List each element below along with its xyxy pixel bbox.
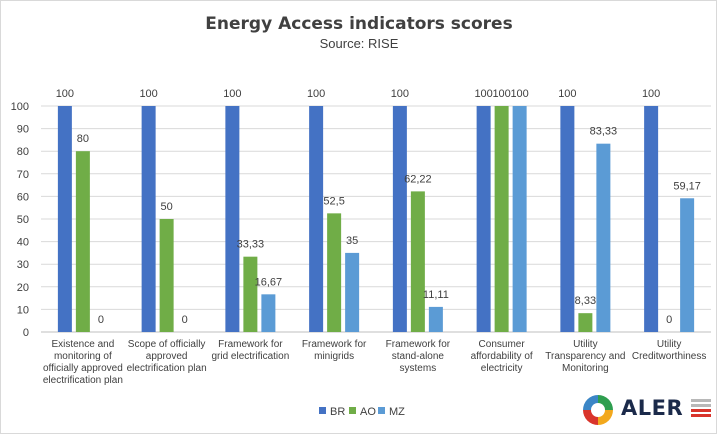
x-category-label: electrification plan: [127, 363, 207, 374]
bar-value-label: 35: [346, 235, 358, 247]
legend: BR AO MZ: [319, 406, 405, 418]
legend-swatch-br: [319, 407, 326, 414]
y-tick-label: 10: [17, 304, 29, 316]
y-axis-ticks: 0 10 20 30 40 50 60 70 80 90 100: [11, 101, 29, 339]
bar-value-label: 0: [666, 314, 672, 326]
bars: [57, 106, 695, 332]
y-tick-label: 40: [17, 237, 29, 249]
gridlines: [41, 105, 711, 333]
bar-ao: [410, 191, 425, 332]
bar-ao: [243, 256, 258, 332]
legend-swatch-ao: [349, 407, 356, 414]
bar-value-label: 52,5: [323, 195, 344, 207]
bar-br: [476, 106, 491, 332]
bar-ao: [494, 106, 509, 332]
logo-tagline-mark: [691, 399, 711, 421]
bar-value-label: 100: [558, 88, 576, 100]
bar-value-label: 0: [182, 314, 188, 326]
x-category-label: Framework for: [302, 339, 367, 350]
y-tick-label: 90: [17, 124, 29, 136]
bar-br: [560, 106, 575, 332]
bar-value-label: 83,33: [590, 126, 618, 138]
x-category-label: Existence and: [51, 339, 114, 350]
y-tick-label: 100: [11, 101, 29, 113]
y-tick-label: 0: [23, 327, 29, 339]
bar-ao: [75, 151, 90, 332]
x-category-label: stand-alone: [392, 351, 445, 362]
aler-logo: ALER: [581, 393, 713, 427]
legend-label-br: BR: [330, 406, 345, 418]
bar-value-label: 11,11: [423, 289, 449, 301]
bar-value-label: 33,33: [237, 239, 265, 251]
x-category-label: Framework for: [386, 339, 451, 350]
bar-ao: [327, 213, 342, 332]
x-category-label: affordability of: [471, 351, 533, 362]
bar-br: [57, 106, 72, 332]
bar-value-label: 100: [307, 88, 325, 100]
bar-value-label: 100: [510, 88, 528, 100]
bar-mz: [428, 306, 443, 332]
x-category-label: electrification plan: [43, 375, 123, 386]
x-category-label: approved: [146, 351, 188, 362]
aler-logo-icon: [583, 395, 613, 425]
x-category-label: Consumer: [479, 339, 526, 350]
x-category-label: systems: [400, 363, 437, 374]
legend-swatch-mz: [378, 407, 385, 414]
data-labels: 100 80 0 100 50 0 100 33,33 16,67 100 52,5 35 100 62,…: [56, 88, 701, 326]
x-category-label: Utility: [657, 339, 681, 350]
x-category-label: electricity: [481, 363, 523, 374]
y-tick-label: 20: [17, 282, 29, 294]
x-category-label: Scope of officially: [128, 339, 206, 350]
bar-br: [392, 106, 407, 332]
bar-value-label: 80: [77, 133, 89, 145]
bar-value-label: 62,22: [404, 173, 432, 185]
bar-ao: [159, 219, 174, 332]
x-category-label: monitoring of: [54, 351, 112, 362]
legend-label-mz: MZ: [389, 406, 405, 418]
y-tick-label: 70: [17, 169, 29, 181]
bar-br: [644, 106, 659, 332]
bar-value-label: 100: [139, 88, 157, 100]
bar-value-label: 50: [161, 201, 173, 213]
bar-value-label: 0: [98, 314, 104, 326]
x-category-label: Framework for: [218, 339, 283, 350]
y-tick-label: 80: [17, 146, 29, 158]
x-category-label: officially approved: [43, 363, 123, 374]
bar-br: [225, 106, 240, 332]
y-tick-label: 30: [17, 259, 29, 271]
y-tick-label: 50: [17, 214, 29, 226]
aler-logo-text: ALER: [621, 396, 684, 420]
bar-ao: [578, 313, 593, 332]
x-category-label: grid electrification: [211, 351, 289, 362]
bar-value-label: 100: [391, 88, 409, 100]
bar-value-label: 8,33: [575, 295, 596, 307]
x-category-label: Utility: [573, 339, 597, 350]
bar-value-label: 59,17: [673, 180, 701, 192]
legend-label-ao: AO: [360, 406, 376, 418]
x-category-label: Creditworthiness: [632, 351, 706, 362]
bar-mz: [596, 143, 611, 332]
y-tick-label: 60: [17, 191, 29, 203]
x-category-label: minigrids: [314, 351, 354, 362]
x-category-label: Monitoring: [562, 363, 609, 374]
x-category-label: Transparency and: [545, 351, 625, 362]
bar-br: [309, 106, 324, 332]
bar-value-label: 100: [492, 88, 510, 100]
bar-mz: [261, 294, 276, 332]
bar-mz: [512, 106, 527, 332]
bar-value-label: 100: [474, 88, 492, 100]
bar-value-label: 16,67: [255, 276, 283, 288]
bar-value-label: 100: [56, 88, 74, 100]
bar-br: [141, 106, 156, 332]
bar-value-label: 100: [223, 88, 241, 100]
bar-value-label: 100: [642, 88, 660, 100]
bar-mz: [345, 252, 360, 332]
chart-title: Energy Access indicators scores: [205, 14, 512, 34]
chart-subtitle: Source: RISE: [320, 36, 399, 51]
bar-mz: [680, 198, 695, 332]
